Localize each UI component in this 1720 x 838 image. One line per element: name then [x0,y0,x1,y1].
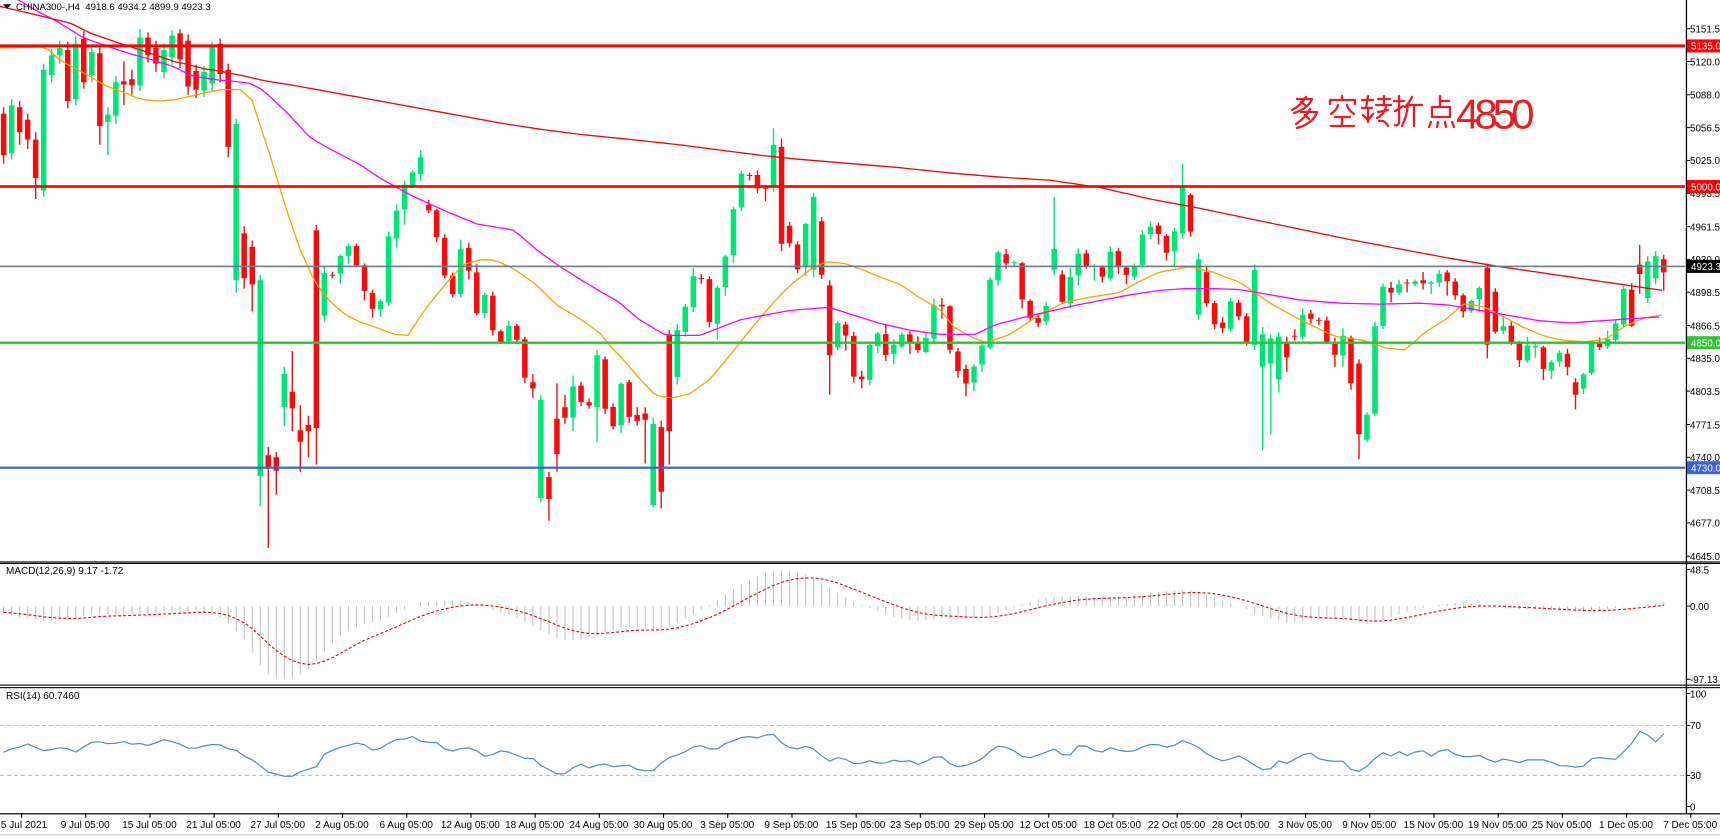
svg-text:5 Jul 2021: 5 Jul 2021 [1,820,48,831]
svg-text:29 Sep 05:00: 29 Sep 05:00 [954,820,1014,831]
svg-text:19 Nov 05:00: 19 Nov 05:00 [1468,820,1528,831]
svg-text:RSI(14) 60.7460: RSI(14) 60.7460 [6,691,80,702]
svg-text:15 Nov 05:00: 15 Nov 05:00 [1404,820,1464,831]
svg-text:1 Dec 05:00: 1 Dec 05:00 [1599,820,1653,831]
svg-text:4850: 4850 [1456,91,1533,138]
svg-text:25 Nov 05:00: 25 Nov 05:00 [1532,820,1592,831]
svg-text:4771.5: 4771.5 [1690,420,1720,431]
svg-text:5088.0: 5088.0 [1690,91,1720,102]
svg-text:5056.5: 5056.5 [1690,123,1720,134]
svg-text:22 Oct 05:00: 22 Oct 05:00 [1148,820,1206,831]
svg-text:-97.13: -97.13 [1690,675,1718,686]
svg-text:5135.0: 5135.0 [1691,42,1720,53]
svg-text:9 Jul 05:00: 9 Jul 05:00 [61,820,110,831]
svg-text:100: 100 [1690,689,1707,700]
svg-text:30: 30 [1690,771,1701,782]
svg-text:4740.0: 4740.0 [1690,453,1720,464]
svg-text:15 Sep 05:00: 15 Sep 05:00 [826,820,886,831]
svg-text:4898.5: 4898.5 [1690,288,1720,299]
svg-text:15 Jul 05:00: 15 Jul 05:00 [122,820,177,831]
svg-text:30 Aug 05:00: 30 Aug 05:00 [634,820,693,831]
svg-text:4923.3: 4923.3 [1691,262,1720,273]
svg-text:4708.5: 4708.5 [1690,486,1720,497]
svg-text:6 Aug 05:00: 6 Aug 05:00 [380,820,434,831]
svg-text:4993.5: 4993.5 [1690,189,1720,200]
svg-text:70: 70 [1690,721,1701,732]
svg-text:21 Jul 05:00: 21 Jul 05:00 [186,820,241,831]
svg-text:3 Nov 05:00: 3 Nov 05:00 [1278,820,1332,831]
svg-text:3 Sep 05:00: 3 Sep 05:00 [700,820,754,831]
svg-text:48.5: 48.5 [1690,565,1710,576]
svg-text:9 Sep 05:00: 9 Sep 05:00 [764,820,818,831]
svg-text:12 Aug 05:00: 12 Aug 05:00 [441,820,500,831]
svg-text:0: 0 [1690,802,1696,813]
svg-text:4850.0: 4850.0 [1691,339,1720,350]
svg-text:12 Oct 05:00: 12 Oct 05:00 [1020,820,1078,831]
svg-text:CHINA300-,H4 4918.6 4934.2 48: CHINA300-,H4 4918.6 4934.2 4899.9 4923.3 [16,2,211,13]
svg-text:4803.5: 4803.5 [1690,387,1720,398]
svg-text:4961.5: 4961.5 [1690,222,1720,233]
svg-text:9 Nov 05:00: 9 Nov 05:00 [1342,820,1396,831]
svg-text:4730.0: 4730.0 [1691,464,1720,475]
svg-text:27 Jul 05:00: 27 Jul 05:00 [251,820,306,831]
svg-text:23 Sep 05:00: 23 Sep 05:00 [890,820,950,831]
svg-text:18 Oct 05:00: 18 Oct 05:00 [1084,820,1142,831]
svg-text:18 Aug 05:00: 18 Aug 05:00 [505,820,564,831]
svg-text:2 Aug 05:00: 2 Aug 05:00 [315,820,369,831]
svg-text:7 Dec 05:00: 7 Dec 05:00 [1663,820,1717,831]
svg-text:28 Oct 05:00: 28 Oct 05:00 [1212,820,1270,831]
svg-text:4835.0: 4835.0 [1690,354,1720,365]
svg-text:4645.0: 4645.0 [1690,552,1720,563]
svg-text:MACD(12,26,9) 9.17 -1.72: MACD(12,26,9) 9.17 -1.72 [6,566,124,577]
svg-text:5120.0: 5120.0 [1690,57,1720,68]
svg-text:4677.0: 4677.0 [1690,519,1720,530]
svg-text:5025.0: 5025.0 [1690,156,1720,167]
svg-text:4866.5: 4866.5 [1690,321,1720,332]
svg-text:0.00: 0.00 [1690,602,1710,613]
svg-text:5000.0: 5000.0 [1691,182,1720,193]
svg-text:5151.5: 5151.5 [1690,25,1720,36]
svg-text:24 Aug 05:00: 24 Aug 05:00 [569,820,628,831]
